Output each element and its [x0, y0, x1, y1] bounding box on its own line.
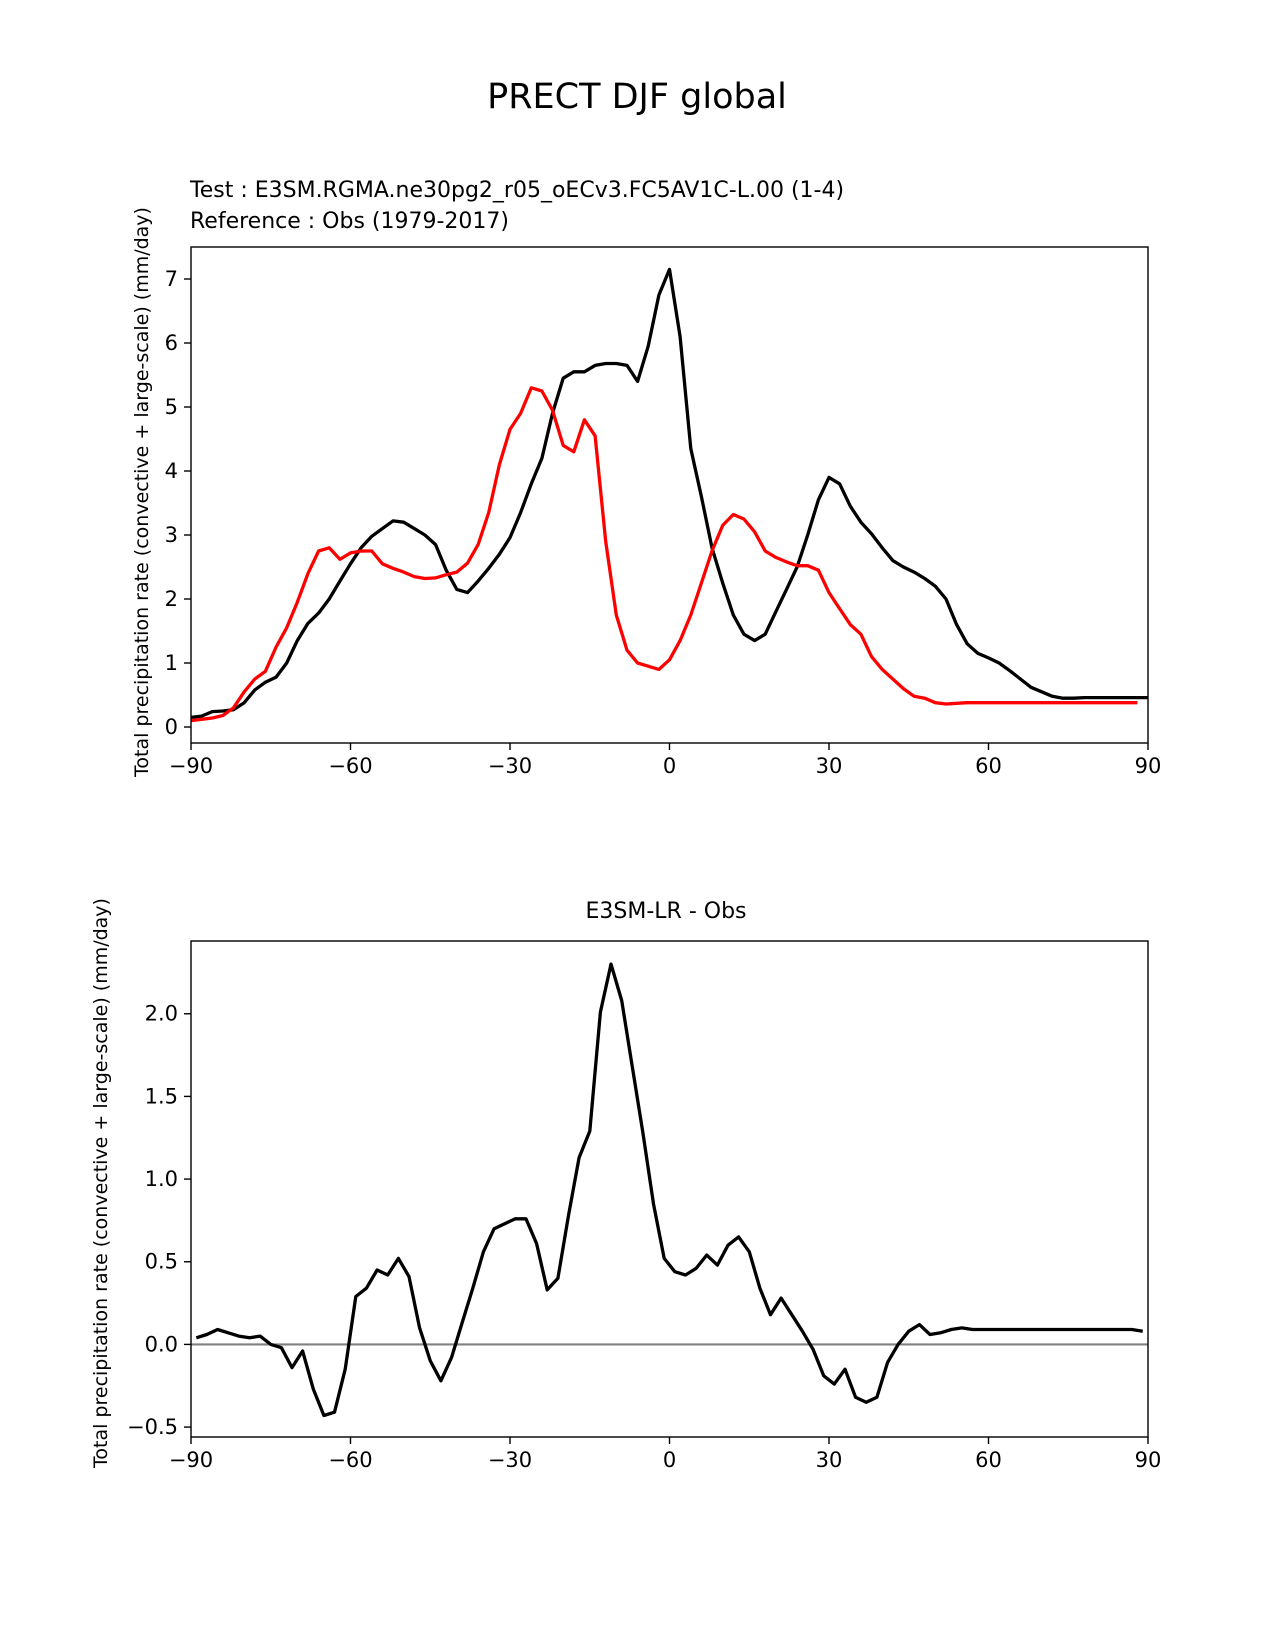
- bottom-x-tick-label: −60: [328, 1448, 372, 1472]
- top-y-tick-label: 7: [165, 267, 178, 291]
- bottom-plot-area: −90 −60 −30 0 30 60 90 −0.5 0.0 0.5 1.0 1.5 2.0: [127, 940, 1162, 1472]
- bottom-x-tick-label: 0: [663, 1448, 676, 1472]
- bottom-x-tick-label: −90: [169, 1448, 213, 1472]
- top-x-tick-label: 0: [663, 754, 676, 778]
- top-y-tick-label: 6: [165, 331, 178, 355]
- figure-title: PRECT DJF global: [487, 77, 787, 117]
- bottom-x-tick-label: −30: [488, 1448, 532, 1472]
- bottom-y-tick-label: 1.5: [145, 1084, 178, 1108]
- bottom-y-axis-label: Total precipitation rate (convective + l…: [90, 898, 112, 1469]
- test-label: Test : E3SM.RGMA.ne30pg2_r05_oECv3.FC5AV…: [189, 178, 844, 203]
- reference-label: Reference : Obs (1979-2017): [190, 209, 509, 234]
- bottom-x-tick-label: 90: [1135, 1448, 1162, 1472]
- bottom-y-tick-label: 0.0: [145, 1332, 178, 1356]
- top-y-tick-label: 4: [165, 459, 178, 483]
- top-x-tick-label: −30: [488, 754, 532, 778]
- bottom-y-tick-label: 0.5: [145, 1250, 178, 1274]
- top-x-tick-label: 60: [975, 754, 1002, 778]
- top-x-tick-label: 30: [816, 754, 843, 778]
- top-y-tick-label: 3: [165, 523, 178, 547]
- top-y-tick-label: 5: [165, 395, 178, 419]
- top-y-tick-label: 0: [165, 715, 178, 739]
- top-x-tick-label: −90: [169, 754, 213, 778]
- bottom-series-difference-line: [195, 962, 1143, 1418]
- bottom-x-tick-label: 30: [816, 1448, 843, 1472]
- bottom-y-tick-label: 2.0: [145, 1002, 178, 1026]
- top-y-tick-label: 1: [165, 651, 178, 675]
- bottom-y-tick-label: 1.0: [145, 1167, 178, 1191]
- bottom-x-tick-label: 60: [975, 1448, 1002, 1472]
- bottom-y-tick-label: −0.5: [127, 1415, 178, 1439]
- bottom-panel: E3SM-LR - Obs Total precipitation rate (…: [90, 898, 1161, 1472]
- top-series-test-line: [190, 267, 1148, 720]
- top-y-axis-label: Total precipitation rate (convective + l…: [131, 207, 153, 778]
- top-plot-area: −90 −60 −30 0 30 60 90 0 1 2 3 4 5 6 7: [165, 246, 1162, 778]
- top-y-tick-label: 2: [165, 587, 178, 611]
- top-panel: Test : E3SM.RGMA.ne30pg2_r05_oECv3.FC5AV…: [131, 178, 1161, 778]
- top-series-reference-line: [190, 386, 1138, 723]
- top-x-tick-label: 90: [1135, 754, 1162, 778]
- top-x-tick-label: −60: [328, 754, 372, 778]
- bottom-chart-title: E3SM-LR - Obs: [586, 899, 747, 924]
